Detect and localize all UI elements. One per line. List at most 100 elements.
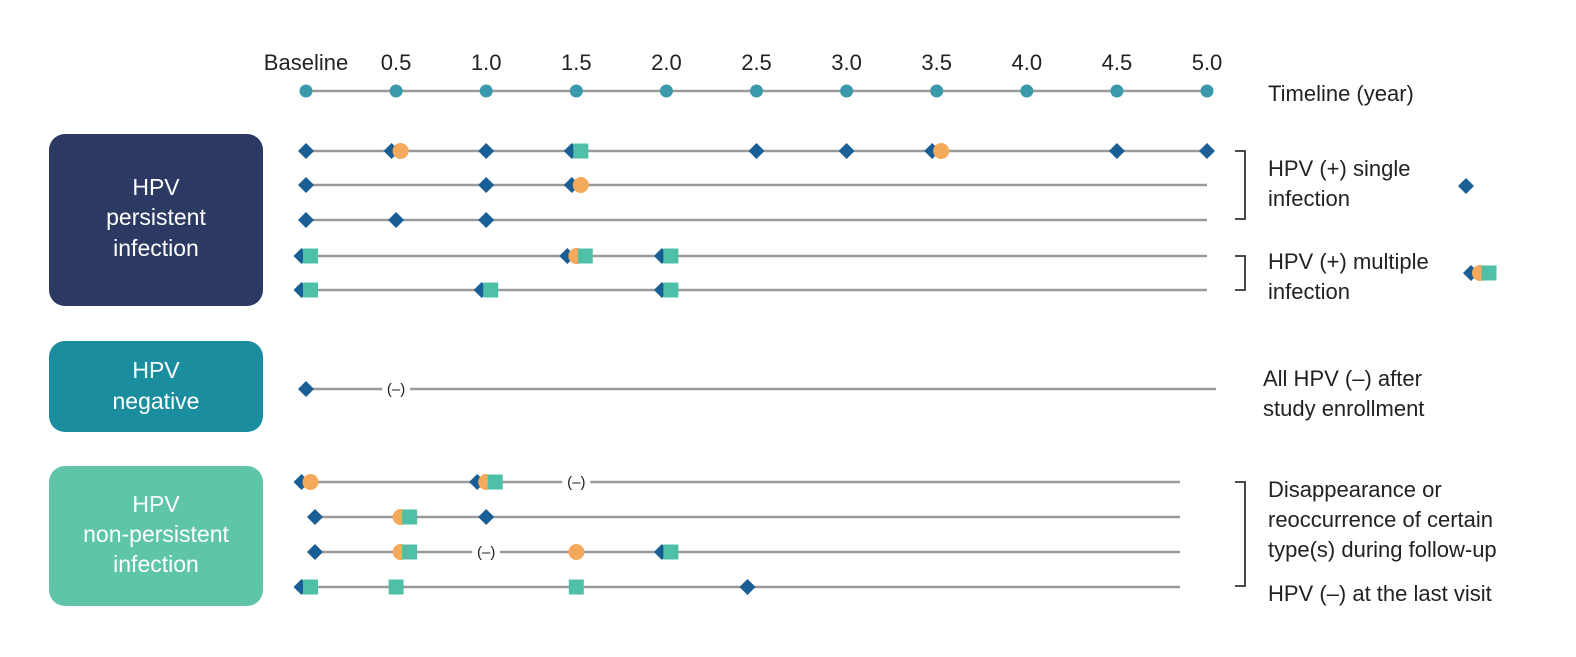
timeline-tick-label: 3.5: [921, 50, 952, 75]
timeline-tick-dot: [750, 84, 763, 98]
persistent-row: [293, 248, 1207, 264]
negative-box: [49, 341, 263, 432]
participant-rows: (–) (–) (–): [293, 143, 1217, 595]
nonpersistent-square-marker: [388, 579, 404, 595]
timeline-tick-label: 4.5: [1102, 50, 1133, 75]
timeline-tick-label: 3.0: [831, 50, 862, 75]
legend-single-line-1: HPV (+) single: [1268, 156, 1410, 181]
legend-disappearance-line-2: reoccurrence of certain: [1268, 507, 1493, 532]
persistent-square-marker: [483, 282, 499, 298]
persistent-diamond-marker: [478, 143, 495, 159]
timeline-tick-label: Baseline: [264, 50, 348, 75]
timeline-tick-label: 5.0: [1192, 50, 1223, 75]
nonpersistent-circle-marker: [302, 474, 319, 490]
persistent-diamond-marker: [298, 177, 314, 193]
bracket-multiple: [1235, 255, 1246, 291]
legend-all-negative-line-2: study enrollment: [1263, 396, 1424, 421]
bracket-disappearance: [1235, 481, 1246, 587]
persistent-diamond-marker: [298, 143, 314, 159]
persistent-circle-marker: [392, 143, 409, 159]
timeline-tick-dot: [659, 84, 673, 98]
negative-result-gap: [562, 472, 591, 492]
persistent-infection-box: [49, 134, 263, 306]
legend-multiple-symbol: [1463, 265, 1497, 281]
timeline-tick-label: 1.5: [561, 50, 592, 75]
nonpersistent-diamond-marker: [739, 579, 756, 595]
legend: HPV (+) single infection HPV (+) multipl…: [1235, 150, 1497, 606]
negative-result-label: (–): [477, 544, 495, 561]
nonpersistent-box-label-3: infection: [113, 551, 199, 577]
nonpersistent-row: [307, 509, 1180, 525]
negative-box-label-1: HPV: [132, 357, 180, 383]
persistent-diamond-marker: [298, 212, 314, 228]
timeline-tick-label: 0.5: [381, 50, 412, 75]
persistent-box-label-1: HPV: [132, 174, 180, 200]
persistent-square-marker: [303, 282, 318, 298]
nonpersistent-square-marker: [487, 474, 503, 490]
persistent-row: [293, 282, 1207, 298]
bracket-single: [1235, 150, 1246, 220]
negative-result-label: (–): [567, 474, 585, 491]
timeline-tick-dot: [299, 84, 313, 98]
negative-result-gap: [472, 542, 501, 562]
persistent-diamond-marker: [838, 143, 855, 159]
persistent-row: [298, 212, 1207, 228]
nonpersistent-box-label-1: HPV: [132, 491, 180, 517]
timeline-tick-label: 2.5: [741, 50, 772, 75]
timeline-tick-dot: [479, 84, 493, 98]
persistent-box-label-2: persistent: [106, 204, 206, 230]
legend-single-diamond-icon: [1458, 178, 1474, 194]
legend-single-symbol: [1458, 178, 1474, 194]
timeline-tick-dot: [389, 84, 403, 98]
persistent-square-marker: [573, 143, 589, 159]
negative-result-label: (–): [387, 381, 405, 398]
legend-multiple-square-marker: [1481, 265, 1497, 281]
persistent-diamond-marker: [478, 177, 495, 193]
nonpersistent-row: (–): [293, 472, 1180, 492]
nonpersistent-square-marker: [568, 579, 584, 595]
nonpersistent-square-marker: [402, 509, 418, 525]
persistent-diamond-marker: [478, 212, 495, 228]
nonpersistent-diamond-marker: [478, 509, 495, 525]
timeline-tick-label: 1.0: [471, 50, 502, 75]
persistent-square-marker: [663, 282, 679, 298]
persistent-circle-marker: [933, 143, 950, 159]
nonpersistent-square-marker: [402, 544, 418, 560]
timeline-tick-dot: [930, 84, 944, 98]
timeline-tick-dot: [840, 84, 854, 98]
timeline-title: Timeline (year): [1268, 81, 1414, 106]
non-persistent-infection-box: [49, 466, 263, 606]
persistent-diamond-marker: [748, 143, 765, 159]
legend-single-line-2: infection: [1268, 186, 1350, 211]
legend-all-negative-line-1: All HPV (–) after: [1263, 366, 1422, 391]
timeline-tick-dot: [569, 84, 583, 98]
timeline-tick-dot: [1020, 84, 1034, 98]
persistent-row: [298, 177, 1207, 193]
legend-disappearance-line-3: type(s) during follow-up: [1268, 537, 1497, 562]
timeline-tick-label: 4.0: [1012, 50, 1043, 75]
persistent-diamond-marker: [1199, 143, 1215, 159]
persistent-row: [298, 143, 1215, 159]
negative-row: (–): [298, 379, 1217, 399]
timeline-tick-dot: [1110, 84, 1124, 98]
timeline-tick-label: 2.0: [651, 50, 682, 75]
persistent-diamond-marker: [388, 212, 405, 228]
nonpersistent-diamond-marker: [307, 544, 324, 560]
persistent-square-marker: [577, 248, 593, 264]
nonpersistent-diamond-marker: [307, 509, 324, 525]
nonpersistent-circle-marker: [568, 544, 585, 560]
timeline-tick-dot: [1200, 84, 1214, 98]
nonpersistent-square-marker: [663, 544, 679, 560]
legend-last-visit: HPV (–) at the last visit: [1268, 581, 1492, 606]
negative-diamond-marker: [298, 381, 314, 397]
nonpersistent-square-marker: [303, 579, 318, 595]
timeline-axis: Baseline 0.5 1.0 1.5 2.0 2.5 3.0 3.5 4.0 4.5 5.0: [264, 50, 1222, 98]
nonpersistent-row: (–): [307, 542, 1180, 562]
legend-multiple-line-2: infection: [1268, 279, 1350, 304]
persistent-square-marker: [663, 248, 679, 264]
nonpersistent-row: [293, 579, 1180, 595]
nonpersistent-box-label-2: non-persistent: [83, 521, 229, 547]
persistent-box-label-3: infection: [113, 235, 199, 261]
persistent-square-marker: [303, 248, 318, 264]
negative-box-label-2: negative: [113, 388, 200, 414]
